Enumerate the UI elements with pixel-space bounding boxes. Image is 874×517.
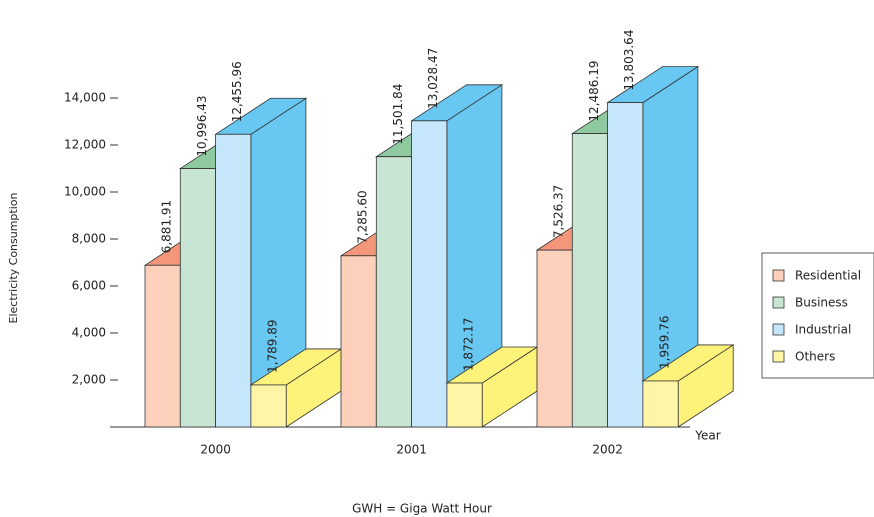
- y-tick-label: 2,000: [72, 373, 106, 387]
- value-label: 12,455.96: [230, 61, 244, 122]
- legend-label: Others: [795, 350, 835, 364]
- legend-label: Business: [795, 296, 848, 310]
- bar: [144, 264, 181, 428]
- x-axis-label: Year: [694, 429, 720, 443]
- bar: [215, 133, 252, 428]
- value-label: 13,803.64: [622, 30, 636, 91]
- value-label: 7,285.60: [356, 190, 370, 243]
- y-tick-label: 6,000: [72, 279, 106, 293]
- bar: [571, 133, 608, 428]
- x-tick-label: 2001: [396, 443, 427, 457]
- bar: [642, 380, 679, 428]
- value-label: 1,789.89: [265, 320, 279, 373]
- bar: [536, 249, 573, 428]
- value-label: 1,959.76: [657, 316, 671, 369]
- bar: [446, 382, 483, 428]
- value-label: 1,872.17: [461, 318, 475, 371]
- y-tick-label: 10,000: [64, 185, 106, 199]
- value-label: 10,996.43: [195, 96, 209, 157]
- y-tick-label: 8,000: [72, 232, 106, 246]
- bar: [375, 156, 412, 428]
- value-label: 12,486.19: [587, 60, 601, 121]
- bar: [179, 168, 217, 428]
- legend-swatch: [772, 269, 785, 282]
- bar: [607, 102, 644, 428]
- y-tick-label: 14,000: [64, 91, 106, 105]
- legend-swatch: [772, 350, 785, 363]
- value-label: 6,881.91: [160, 200, 174, 253]
- legend-swatch: [772, 296, 785, 309]
- bar: [250, 384, 287, 428]
- bar: [411, 120, 448, 428]
- value-label: 13,028.47: [426, 48, 440, 109]
- legend-label: Residential: [795, 269, 861, 283]
- x-tick-label: 2000: [200, 443, 231, 457]
- y-tick-label: 4,000: [72, 326, 106, 340]
- x-tick-label: 2002: [592, 443, 623, 457]
- value-label: 7,526.37: [552, 185, 566, 238]
- y-axis-label: Electricity Consumption: [7, 192, 20, 323]
- legend-label: Industrial: [795, 323, 851, 337]
- legend-swatch: [772, 323, 785, 336]
- note: GWH = Giga Watt Hour: [352, 502, 492, 516]
- value-label: 11,501.84: [391, 84, 405, 145]
- bar: [340, 255, 377, 428]
- y-tick-label: 12,000: [64, 138, 106, 152]
